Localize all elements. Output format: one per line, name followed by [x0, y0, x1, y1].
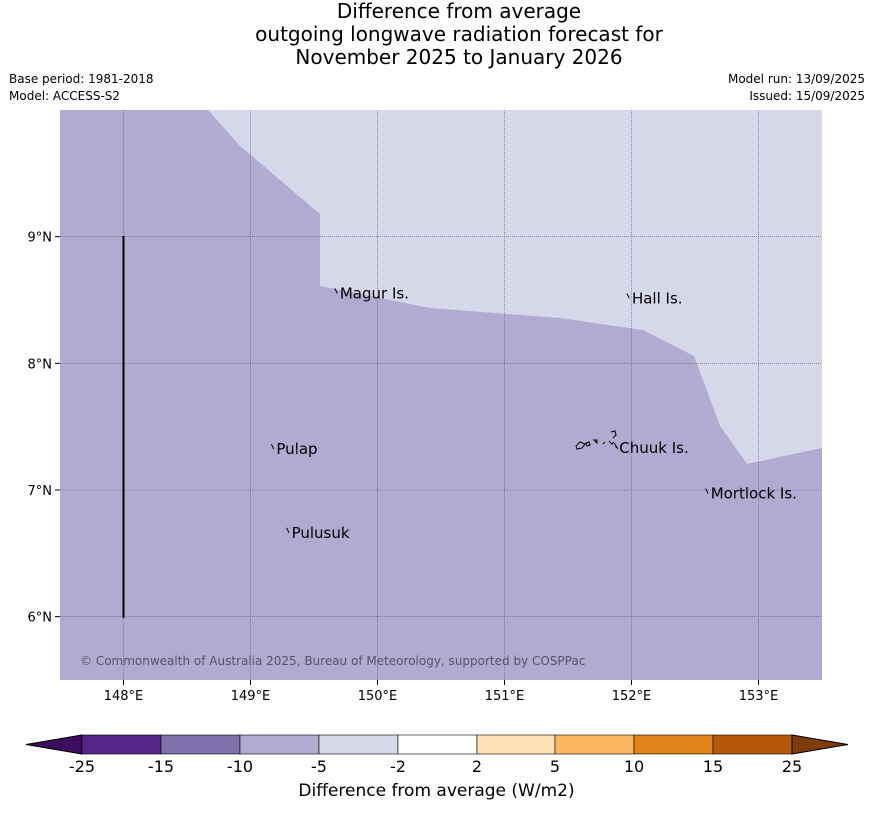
- lon-tick-label: 151°E: [485, 689, 525, 704]
- model-text: Model: ACCESS-S2: [9, 89, 121, 103]
- lon-tick-label: 150°E: [358, 689, 398, 704]
- place-label: Magur Is.: [340, 284, 409, 302]
- island-marker: [334, 288, 338, 294]
- colorbar-label: Difference from average (W/m2): [298, 781, 575, 801]
- colorbar-segment: [554, 734, 635, 755]
- colorbar-segment: [81, 734, 162, 755]
- base-period-text: Base period: 1981-2018: [9, 72, 154, 86]
- map-title: Difference from average outgoing longwav…: [0, 0, 873, 69]
- colorbar-segment: [712, 734, 793, 755]
- issued-text: Issued: 15/09/2025: [749, 89, 865, 103]
- colorbar-tick-label: 10: [623, 757, 645, 776]
- colorbar-segment: [397, 734, 478, 755]
- lat-tick-label: 9°N: [28, 231, 53, 246]
- colorbar-tick-label: -2: [390, 757, 406, 776]
- colorbar-tick-label: 2: [471, 757, 483, 776]
- colorbar-tick-label: 5: [549, 757, 561, 776]
- copyright-text: © Commonwealth of Australia 2025, Bureau…: [80, 654, 585, 668]
- place-labels: Magur Is. Hall Is. Pulap Chuuk Is. Mortlock …: [270, 284, 797, 542]
- island-marker: [705, 488, 709, 494]
- lon-tick-label: 152°E: [612, 689, 652, 704]
- model-run-text: Model run: 13/09/2025: [727, 72, 865, 86]
- colorbar-segment: [633, 734, 714, 755]
- colorbar-segment: [160, 734, 241, 755]
- place-label: Mortlock Is.: [711, 485, 797, 503]
- colorbar-tick-label: 25: [781, 757, 803, 776]
- lat-tick-label: 6°N: [28, 611, 53, 626]
- island-marker: [286, 527, 290, 533]
- colorbar-segment: [476, 734, 556, 755]
- island-marker: [270, 443, 274, 450]
- lat-tick-label: 7°N: [28, 484, 53, 499]
- colorbar-segment: [318, 734, 399, 755]
- colorbar-tick-label: -25: [68, 757, 96, 776]
- map-area: Magur Is. Hall Is. Pulap Chuuk Is. Mortlock …: [60, 110, 822, 680]
- title-line-3: November 2025 to January 2026: [295, 45, 623, 69]
- title-line-2: outgoing longwave radiation forecast for: [255, 22, 663, 46]
- chuuk-islands-outline: [575, 430, 619, 450]
- lon-tick-label: 148°E: [104, 689, 144, 704]
- lat-tick-label: 8°N: [28, 357, 53, 372]
- place-label: Pulusuk: [292, 524, 350, 542]
- colorbar: [25, 734, 849, 755]
- place-label: Pulap: [276, 440, 317, 458]
- title-line-1: Difference from average: [336, 0, 582, 23]
- colorbar-tick-label: 15: [702, 757, 724, 776]
- colorbar-tick-label: -15: [147, 757, 175, 776]
- lon-tick-label: 149°E: [231, 689, 271, 704]
- colorbar-tick-label: -5: [311, 757, 327, 776]
- island-marker: [613, 442, 617, 448]
- colorbar-segment: [239, 734, 320, 755]
- band-minus5-minus2: [208, 110, 822, 464]
- place-label: Hall Is.: [632, 289, 683, 307]
- colorbar-tick-label: -10: [226, 757, 254, 776]
- axis-ticks: 148°E 149°E 150°E 151°E 152°E 153°E 6°N 7°N 8°N 9…: [28, 231, 779, 704]
- colorbar-extend-low: [25, 734, 83, 755]
- meta-left: Base period: 1981-2018 Model: ACCESS-S2: [9, 71, 154, 105]
- lon-tick-label: 153°E: [739, 689, 779, 704]
- island-marker: [626, 293, 630, 299]
- colorbar-extend-high: [791, 734, 849, 755]
- meta-right: Model run: 13/09/2025 Issued: 15/09/2025: [728, 71, 865, 105]
- place-label: Chuuk Is.: [619, 439, 688, 457]
